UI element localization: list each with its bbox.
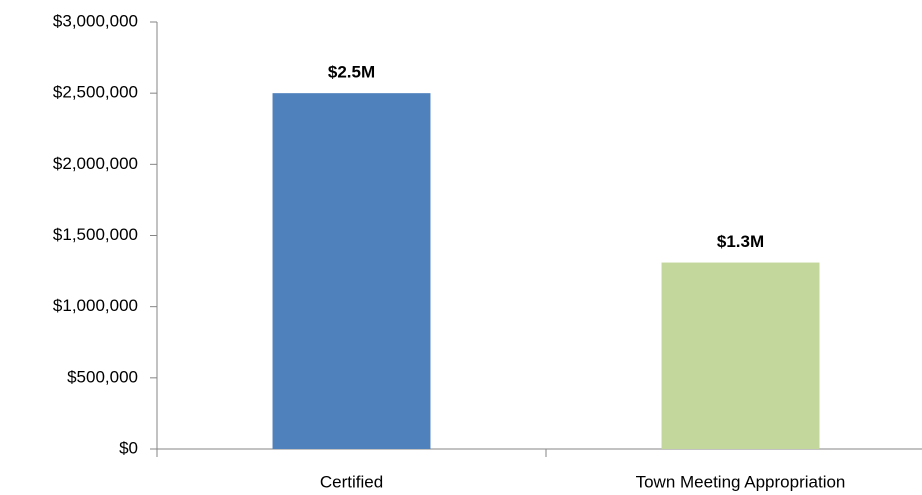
x-tick-label: Town Meeting Appropriation bbox=[636, 472, 846, 491]
y-tick-label: $3,000,000 bbox=[53, 11, 138, 30]
y-tick-label: $0 bbox=[119, 438, 138, 457]
y-tick-label: $1,500,000 bbox=[53, 225, 138, 244]
x-tick-label: Certified bbox=[320, 472, 383, 491]
y-tick-label: $2,500,000 bbox=[53, 83, 138, 102]
y-tick-label: $500,000 bbox=[67, 367, 138, 386]
bar bbox=[661, 262, 820, 449]
y-tick-label: $2,000,000 bbox=[53, 154, 138, 173]
bar bbox=[272, 93, 431, 450]
value-label: $2.5M bbox=[328, 63, 375, 82]
value-label: $1.3M bbox=[717, 232, 764, 251]
y-tick-label: $1,000,000 bbox=[53, 296, 138, 315]
